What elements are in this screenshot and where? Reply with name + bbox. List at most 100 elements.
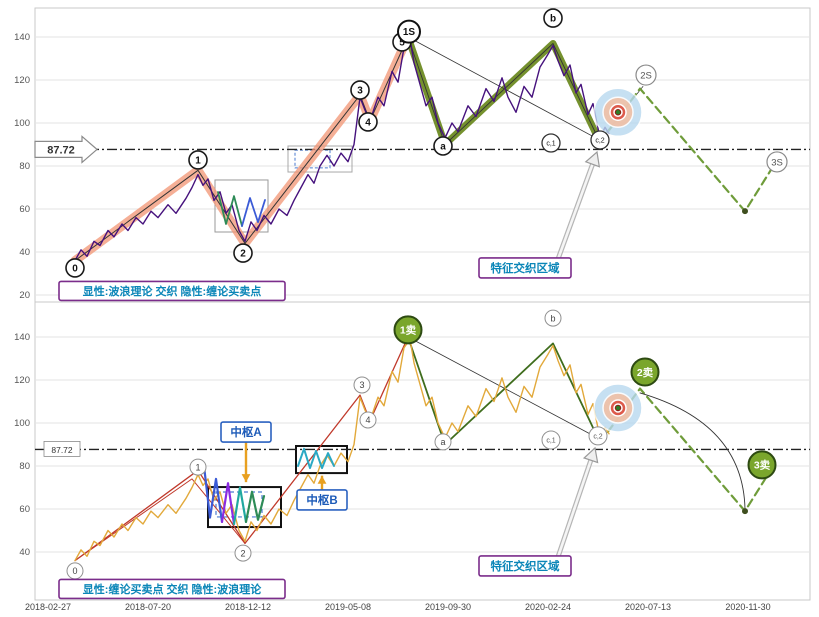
pivotA-zz-green xyxy=(244,490,266,524)
svg-text:1卖: 1卖 xyxy=(400,324,417,337)
x-tick-label: 2020-11-30 xyxy=(725,602,770,612)
svg-text:1S: 1S xyxy=(403,27,416,38)
svg-text:a: a xyxy=(440,437,445,447)
y-tick-label: 20 xyxy=(19,290,30,301)
marker-1: 1 xyxy=(188,150,208,170)
marker-b: b xyxy=(543,8,563,28)
x-tick-label: 2018-12-12 xyxy=(225,602,271,612)
marker-0: 0 xyxy=(65,258,85,278)
y-tick-label: 40 xyxy=(19,247,30,258)
marker-3卖: 3卖 xyxy=(747,450,777,480)
marker-2: 2 xyxy=(233,243,253,263)
svg-text:4: 4 xyxy=(365,118,371,129)
y-tick-label: 60 xyxy=(19,504,30,515)
pivotA-zz-teal xyxy=(232,486,248,526)
x-tick-label: 2020-07-13 xyxy=(625,602,671,612)
marker-2: 2 xyxy=(234,544,252,562)
svg-text:2卖: 2卖 xyxy=(637,366,654,379)
pivot-label: 中枢B xyxy=(296,489,348,511)
marker-0: 0 xyxy=(66,562,84,580)
svg-text:87.72: 87.72 xyxy=(47,144,75,156)
impulse-trend-thin xyxy=(74,36,409,262)
marker-dot xyxy=(742,208,748,215)
marker-a: a xyxy=(434,433,452,451)
pivotB-zz xyxy=(297,447,335,470)
svg-text:b: b xyxy=(550,313,555,323)
svg-text:特征交织区域: 特征交织区域 xyxy=(491,261,560,275)
marker-a: a xyxy=(433,136,453,156)
y-tick-label: 40 xyxy=(19,547,30,558)
panel-frame xyxy=(34,7,811,303)
target-curve xyxy=(639,392,746,510)
marker-c,2: c,2 xyxy=(588,426,608,446)
marker-dot xyxy=(742,508,748,515)
top-to-c-diagonal xyxy=(407,336,599,439)
y-tick-label: 140 xyxy=(14,332,30,343)
marker-2卖: 2卖 xyxy=(630,357,660,387)
svg-text:a: a xyxy=(440,142,446,153)
y-tick-label: 60 xyxy=(19,204,30,215)
caption-label: 显性:波浪理论 交织 隐性:缠论买卖点 xyxy=(58,280,286,302)
caption-label: 显性:缠论买卖点 交织 隐性:波浪理论 xyxy=(58,578,286,600)
svg-text:3S: 3S xyxy=(771,157,783,168)
svg-text:c,1: c,1 xyxy=(546,438,555,445)
svg-text:0: 0 xyxy=(72,566,77,576)
pivot-arrow xyxy=(317,475,327,490)
marker-2S: 2S xyxy=(635,64,657,86)
price xyxy=(74,338,610,562)
svg-text:特征交织区域: 特征交织区域 xyxy=(491,559,560,573)
chan-theory-panel: 14012010080604087.7201234abc,1c,21卖2卖3卖中… xyxy=(14,301,811,601)
target-bullseye xyxy=(593,87,643,137)
marker-3S: 3S xyxy=(766,151,788,173)
y-tick-label: 80 xyxy=(19,461,30,472)
zigzag-green xyxy=(217,191,243,227)
marker-3: 3 xyxy=(350,80,370,100)
marker-c,1: c,1 xyxy=(541,133,561,153)
svg-text:2S: 2S xyxy=(640,70,652,81)
svg-text:2: 2 xyxy=(240,548,245,558)
y-tick-label: 120 xyxy=(14,375,30,386)
svg-text:0: 0 xyxy=(72,264,78,275)
wave-theory-panel: 140 120 100 80 60 40 20 87.72 0 1 2 3 4 51S a b c,1 c,2 2S… xyxy=(14,7,811,303)
marker-1: 1 xyxy=(189,458,207,476)
impulse-trend-red xyxy=(74,336,409,562)
impulse-trend-red2 xyxy=(74,478,246,562)
svg-text:显性:缠论买卖点 交织 隐性:波浪理论: 显性:缠论买卖点 交织 隐性:波浪理论 xyxy=(83,582,262,596)
y-tick-label: 100 xyxy=(14,118,30,129)
svg-text:3: 3 xyxy=(357,86,363,97)
pivotA-zz-purple xyxy=(220,482,236,526)
svg-text:中枢A: 中枢A xyxy=(230,425,261,439)
y-tick-label: 140 xyxy=(14,32,30,43)
zigzag-blue xyxy=(241,197,266,227)
marker-b: b xyxy=(544,309,562,327)
pointer-arrow xyxy=(555,446,599,558)
reference-price-arrow-label: 87.72 xyxy=(34,135,98,164)
zone-label: 特征交织区域 xyxy=(478,257,572,279)
svg-text:c,2: c,2 xyxy=(595,138,604,145)
x-tick-label: 2018-07-20 xyxy=(125,602,171,612)
pivotA-zz-blue xyxy=(202,464,224,524)
y-tick-label: 120 xyxy=(14,75,30,86)
svg-text:3卖: 3卖 xyxy=(754,459,771,472)
marker-4: 4 xyxy=(358,112,378,132)
x-tick-label: 2019-09-30 xyxy=(425,602,471,612)
marker-c,2: c,2 xyxy=(590,130,610,150)
svg-text:显性:波浪理论 交织 隐性:缠论买卖点: 显性:波浪理论 交织 隐性:缠论买卖点 xyxy=(83,284,261,298)
marker-c,1: c,1 xyxy=(541,430,561,450)
y-tick-label: 80 xyxy=(19,161,30,172)
marker-3: 3 xyxy=(353,376,371,394)
x-tick-label: 2018-02-27 xyxy=(25,602,71,612)
svg-text:b: b xyxy=(550,14,556,25)
x-tick-label: 2019-05-08 xyxy=(325,602,371,612)
svg-text:1: 1 xyxy=(195,156,201,167)
reference-price-box-label: 87.72 xyxy=(43,441,81,457)
top-to-c-diagonal xyxy=(407,36,601,141)
svg-text:5: 5 xyxy=(399,38,405,49)
target-bullseye xyxy=(593,383,643,433)
svg-text:4: 4 xyxy=(365,415,370,425)
svg-text:c,1: c,1 xyxy=(546,141,555,148)
price xyxy=(74,38,610,262)
zone-label: 特征交织区域 xyxy=(478,555,572,577)
